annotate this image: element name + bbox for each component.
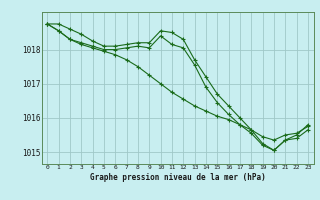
X-axis label: Graphe pression niveau de la mer (hPa): Graphe pression niveau de la mer (hPa) (90, 173, 266, 182)
